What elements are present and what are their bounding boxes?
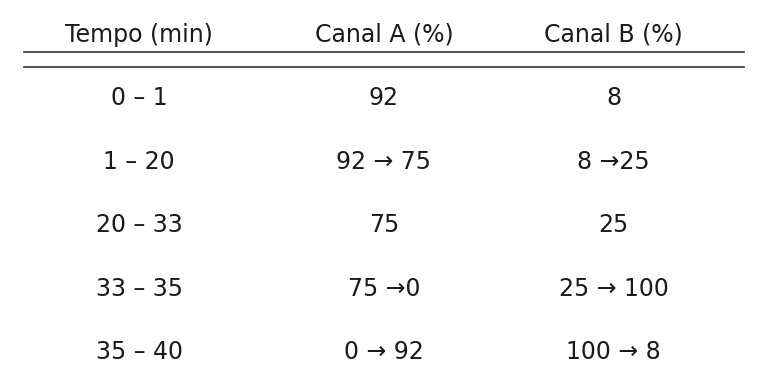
Text: 75: 75 — [369, 213, 399, 237]
Text: Canal A (%): Canal A (%) — [315, 23, 453, 47]
Text: Tempo (min): Tempo (min) — [65, 23, 213, 47]
Text: 33 – 35: 33 – 35 — [96, 277, 183, 301]
Text: 1 – 20: 1 – 20 — [104, 150, 175, 174]
Text: 8: 8 — [606, 86, 621, 111]
Text: 8 →25: 8 →25 — [578, 150, 650, 174]
Text: 92: 92 — [369, 86, 399, 111]
Text: 100 → 8: 100 → 8 — [566, 340, 661, 364]
Text: Canal B (%): Canal B (%) — [545, 23, 683, 47]
Text: 92 → 75: 92 → 75 — [336, 150, 432, 174]
Text: 25 → 100: 25 → 100 — [558, 277, 668, 301]
Text: 0 → 92: 0 → 92 — [344, 340, 424, 364]
Text: 75 →0: 75 →0 — [348, 277, 420, 301]
Text: 25: 25 — [598, 213, 629, 237]
Text: 0 – 1: 0 – 1 — [111, 86, 167, 111]
Text: 35 – 40: 35 – 40 — [96, 340, 183, 364]
Text: 20 – 33: 20 – 33 — [96, 213, 183, 237]
